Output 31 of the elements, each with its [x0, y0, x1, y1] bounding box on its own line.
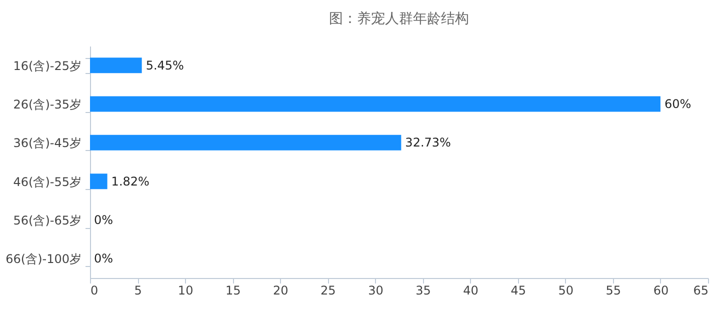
x-tick-label: 10	[178, 284, 194, 298]
data-label: 0%	[94, 213, 114, 227]
x-tick-label: 65	[693, 284, 708, 298]
data-label: 0%	[94, 252, 114, 266]
y-tick-label: 56(含)-65岁	[13, 214, 82, 228]
x-tick-label: 55	[606, 284, 622, 298]
data-label: 60%	[664, 97, 692, 111]
y-tick-label: 46(含)-55岁	[13, 174, 82, 189]
bar	[90, 174, 108, 190]
data-label: 5.45%	[146, 58, 184, 72]
data-label: 32.73%	[405, 136, 451, 150]
bar	[90, 58, 142, 74]
y-tick-label: 66(含)-100岁	[6, 252, 82, 266]
x-tick-label: 30	[368, 284, 384, 298]
x-tick-label: 50	[558, 284, 574, 298]
bar	[90, 134, 402, 150]
x-tick-label: 25	[320, 284, 336, 298]
data-label: 1.82%	[111, 174, 150, 188]
y-tick-label: 26(含)-35岁	[13, 98, 82, 112]
x-tick-label: 15	[225, 284, 241, 298]
bar	[90, 96, 660, 112]
x-tick-label: 45	[510, 284, 526, 298]
y-tick-label: 16(含)-25岁	[13, 58, 82, 73]
x-tick-label: 35	[416, 284, 431, 298]
chart-title: 图：养宠人群年龄结构	[329, 11, 469, 27]
x-tick-label: 60	[653, 284, 669, 298]
y-tick-label: 36(含)-45岁	[13, 136, 82, 150]
x-tick-label: 5	[134, 284, 142, 298]
x-tick-label: 40	[463, 284, 478, 298]
x-tick-label: 20	[273, 284, 288, 298]
x-tick-label: 0	[90, 284, 98, 298]
